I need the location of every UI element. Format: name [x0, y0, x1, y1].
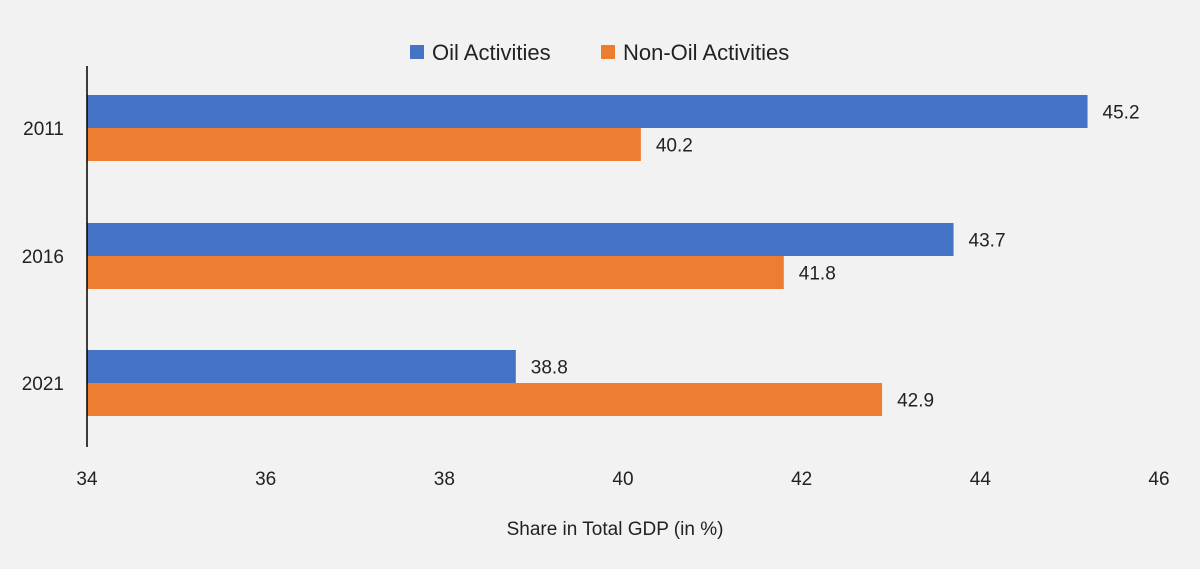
data-label-oil-activities-2016: 43.7	[969, 231, 1006, 252]
x-tick-label-42: 42	[791, 469, 812, 490]
y-tick-label-2021: 2021	[22, 374, 64, 395]
x-tick-label-34: 34	[76, 469, 98, 490]
y-tick-label-2016: 2016	[22, 247, 64, 268]
legend-label-non-oil-activities: Non-Oil Activities	[623, 40, 789, 65]
data-labels: 45.2 43.7 38.8 40.2 41.8 42.9	[531, 103, 1140, 412]
x-tick-label-38: 38	[434, 469, 455, 490]
x-tick-label-46: 46	[1148, 469, 1169, 490]
x-axis-ticks: 34 36 38 40 42 44 46	[76, 469, 1169, 490]
data-label-non-oil-activities-2011: 40.2	[656, 136, 693, 157]
legend-label-oil-activities: Oil Activities	[432, 40, 551, 65]
x-tick-label-44: 44	[970, 469, 992, 490]
data-label-oil-activities-2021: 38.8	[531, 358, 568, 379]
y-axis-ticks: 2011 2016 2021	[22, 119, 64, 395]
data-label-non-oil-activities-2021: 42.9	[897, 391, 934, 412]
bar-oil-activities-2016	[87, 223, 954, 256]
legend-swatch-oil-activities	[410, 45, 424, 59]
bars	[87, 95, 1088, 416]
bar-non-oil-activities-2011	[87, 128, 641, 161]
legend-swatch-non-oil-activities	[601, 45, 615, 59]
data-label-oil-activities-2011: 45.2	[1103, 103, 1140, 124]
y-tick-label-2011: 2011	[23, 119, 64, 140]
bar-non-oil-activities-2021	[87, 383, 883, 416]
data-label-non-oil-activities-2016: 41.8	[799, 264, 836, 285]
x-tick-label-36: 36	[255, 469, 276, 490]
legend: Oil Activities Non-Oil Activities	[410, 40, 789, 65]
bar-oil-activities-2011	[87, 95, 1088, 128]
bar-non-oil-activities-2016	[87, 256, 784, 289]
bar-oil-activities-2021	[87, 350, 516, 383]
x-tick-label-40: 40	[612, 469, 633, 490]
x-axis-title: Share in Total GDP (in %)	[507, 519, 724, 540]
